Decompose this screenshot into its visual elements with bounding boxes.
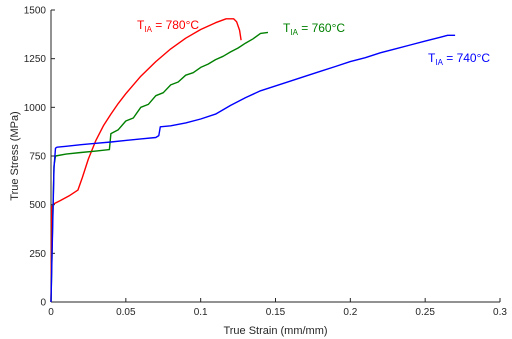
series-label: TIA = 780°C [137, 18, 199, 34]
x-tick-label: 0.2 [343, 307, 357, 318]
axes: 0 0.05 0.1 0.15 0.2 0.25 0.3 0 250 500 750 1000 125… [24, 6, 508, 319]
series-label-temperature: = 760°C [298, 21, 345, 35]
series-label-main: T [428, 51, 436, 65]
y-tick-label: 0 [40, 298, 46, 309]
x-tick-label: 0.3 [493, 307, 507, 318]
x-tick-label: 0 [48, 307, 54, 318]
series-lines [50, 18, 456, 303]
series-label: TIA = 760°C [283, 21, 345, 37]
x-ticks: 0 0.05 0.1 0.15 0.2 0.25 0.3 [48, 298, 507, 318]
series-label-subscript: IA [290, 28, 298, 37]
y-tick-label: 1500 [24, 6, 47, 17]
y-tick-label: 1000 [24, 103, 47, 114]
y-tick-label: 750 [29, 152, 46, 163]
series-label-subscript: IA [144, 25, 152, 34]
x-axis-title: True Strain (mm/mm) [223, 325, 327, 337]
series-line [50, 18, 242, 303]
x-tick-label: 0.1 [194, 307, 208, 318]
x-tick-label: 0.15 [266, 307, 286, 318]
series-label-temperature: = 780°C [152, 18, 199, 32]
x-tick-label: 0.25 [415, 307, 435, 318]
series-label-main: T [283, 21, 291, 35]
series-label-temperature: = 740°C [443, 51, 490, 65]
series-line [50, 34, 456, 303]
x-tick-label: 0.05 [116, 307, 136, 318]
series-label-subscript: IA [435, 58, 443, 67]
y-axis-title: True Stress (MPa) [9, 111, 21, 200]
series-line [50, 31, 269, 303]
y-tick-label: 1250 [24, 54, 47, 65]
y-tick-label: 250 [29, 249, 46, 260]
series-label: TIA = 740°C [428, 51, 490, 67]
y-ticks: 0 250 500 750 1000 1250 1500 [24, 6, 55, 309]
series-label-main: T [137, 18, 145, 32]
y-tick-label: 500 [29, 200, 46, 211]
